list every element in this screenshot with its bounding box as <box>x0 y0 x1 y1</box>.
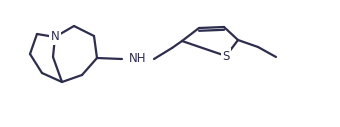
Text: N: N <box>51 30 59 44</box>
Text: NH: NH <box>129 52 147 66</box>
Text: S: S <box>222 50 230 62</box>
